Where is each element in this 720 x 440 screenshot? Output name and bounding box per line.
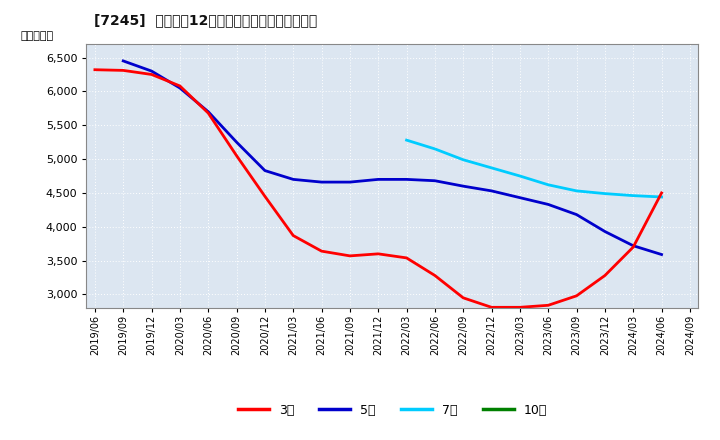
Text: [7245]  経常利益12か月移動合計の平均値の推移: [7245] 経常利益12か月移動合計の平均値の推移 <box>94 13 317 27</box>
Text: （百万円）: （百万円） <box>21 31 54 41</box>
Legend: 3年, 5年, 7年, 10年: 3年, 5年, 7年, 10年 <box>233 399 552 422</box>
